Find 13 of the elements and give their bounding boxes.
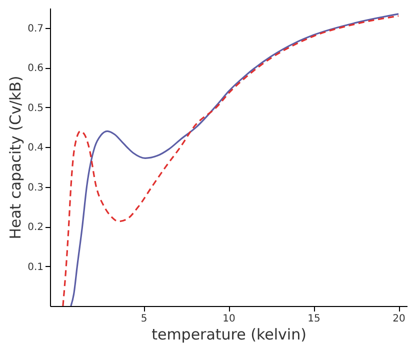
y-tick-label: 0.5 [28, 102, 44, 114]
y-tick-label: 0.4 [28, 142, 44, 154]
x-tick-label: 15 [308, 314, 320, 324]
x-axis-title: temperature (kelvin) [152, 326, 306, 344]
x-tick-label: 5 [140, 314, 148, 324]
x-tick-label: 20 [392, 314, 406, 324]
y-tick-label: 0.7 [28, 23, 44, 34]
x-tick-label: 10 [222, 314, 236, 324]
y-tick-label: 0.1 [28, 262, 44, 273]
y-tick-label: 0.6 [28, 63, 44, 74]
y-tick-label: 0.3 [28, 182, 44, 194]
y-tick-label: 0.2 [28, 222, 44, 234]
y-axis-title: Heat capacity (Cv/kB) [6, 76, 25, 240]
